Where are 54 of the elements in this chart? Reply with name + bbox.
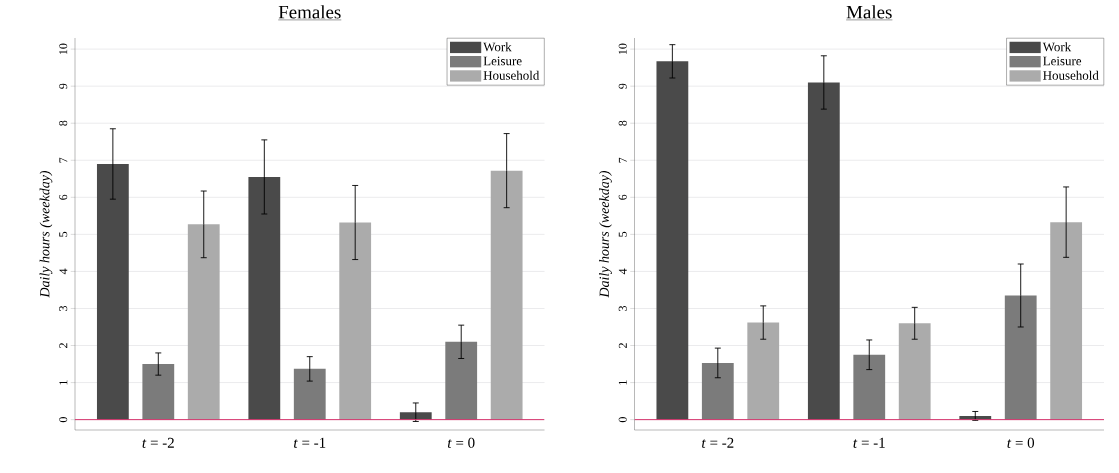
chart-title: Males xyxy=(846,5,892,19)
legend-label: Leisure xyxy=(1043,56,1082,66)
y-tick-label: 8 xyxy=(618,120,627,126)
y-tick-label: 5 xyxy=(59,231,68,237)
bar xyxy=(445,341,478,420)
y-tick-label: 7 xyxy=(59,157,68,163)
x-tick-label: t = 0 xyxy=(447,437,475,448)
legend-label: Work xyxy=(1042,42,1072,52)
y-tick-label: 0 xyxy=(618,417,627,423)
y-tick-label: 0 xyxy=(59,417,68,423)
y-tick-label: 4 xyxy=(59,268,68,275)
y-tick-label: 6 xyxy=(618,194,627,200)
x-tick-label: t = 0 xyxy=(1007,437,1035,448)
legend-label: Household xyxy=(483,70,540,80)
bar xyxy=(248,176,281,420)
y-tick-label: 8 xyxy=(59,120,68,126)
bar xyxy=(293,368,326,420)
bar xyxy=(701,362,734,420)
x-tick-label: t = -1 xyxy=(853,437,885,448)
bar xyxy=(490,170,523,420)
bar xyxy=(1050,222,1083,420)
bar xyxy=(1004,295,1037,420)
bar xyxy=(853,354,886,420)
x-tick-label: t = -2 xyxy=(142,437,174,448)
y-tick-label: 3 xyxy=(618,305,627,311)
bar xyxy=(339,222,372,420)
y-tick-label: 6 xyxy=(59,194,68,200)
y-tick-label: 2 xyxy=(59,343,68,348)
chart-title: Females xyxy=(278,5,341,19)
y-tick-label: 9 xyxy=(59,83,68,89)
x-tick-label: t = -2 xyxy=(702,437,734,448)
x-tick-label: t = -1 xyxy=(294,437,326,448)
legend-label: Household xyxy=(1043,70,1099,80)
y-tick-label: 3 xyxy=(59,305,68,311)
y-tick-label: 10 xyxy=(59,43,68,55)
bar xyxy=(187,224,220,420)
legend-label: Leisure xyxy=(483,56,522,66)
y-tick-label: 9 xyxy=(618,83,627,89)
bar xyxy=(96,163,129,420)
y-axis-title: Daily hours (weekday) xyxy=(599,170,612,298)
y-axis-title: Daily hours (weekday) xyxy=(39,170,53,298)
bar xyxy=(898,323,931,420)
y-tick-label: 1 xyxy=(59,380,68,385)
y-tick-label: 2 xyxy=(618,343,627,348)
bar xyxy=(142,364,175,420)
y-tick-label: 7 xyxy=(618,157,627,163)
y-tick-label: 10 xyxy=(618,43,627,55)
bar xyxy=(807,82,840,420)
legend-label: Work xyxy=(483,42,512,52)
y-tick-label: 4 xyxy=(618,268,627,275)
bar xyxy=(656,61,689,420)
y-tick-label: 1 xyxy=(618,380,627,385)
bar xyxy=(747,322,780,420)
y-tick-label: 5 xyxy=(618,231,627,237)
